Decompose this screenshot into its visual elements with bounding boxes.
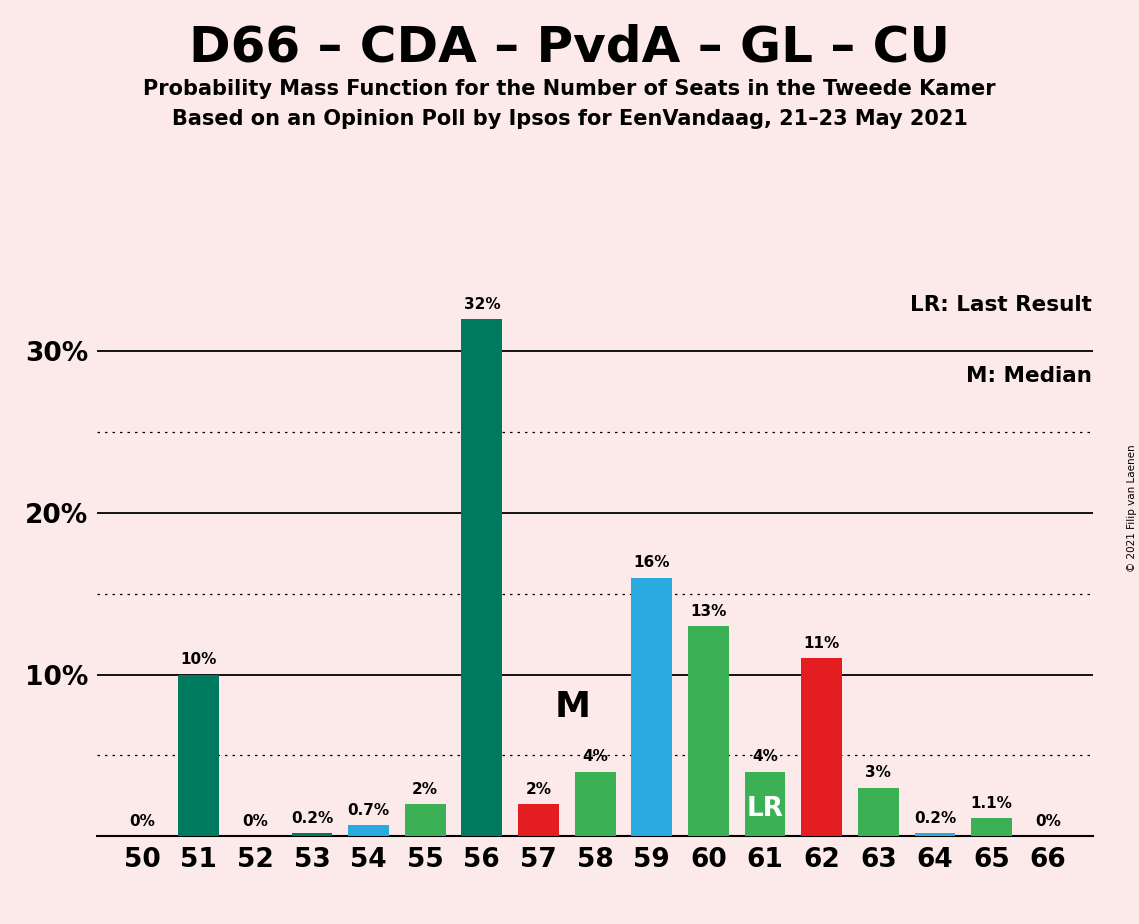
Text: © 2021 Filip van Laenen: © 2021 Filip van Laenen <box>1126 444 1137 572</box>
Bar <box>575 772 615 836</box>
Bar <box>179 675 219 836</box>
Text: 4%: 4% <box>582 749 608 764</box>
Text: 32%: 32% <box>464 297 500 311</box>
Text: 0%: 0% <box>1035 814 1062 829</box>
Bar <box>745 772 786 836</box>
Text: 11%: 11% <box>803 636 839 651</box>
Text: 10%: 10% <box>181 652 216 667</box>
Bar <box>292 833 333 836</box>
Text: D66 – CDA – PvdA – GL – CU: D66 – CDA – PvdA – GL – CU <box>189 23 950 71</box>
Bar <box>801 658 842 836</box>
Text: LR: LR <box>746 796 784 822</box>
Text: 1.1%: 1.1% <box>970 796 1013 811</box>
Bar <box>915 833 956 836</box>
Text: 0.7%: 0.7% <box>347 803 390 818</box>
Bar <box>349 825 390 836</box>
Text: 4%: 4% <box>752 749 778 764</box>
Text: 0%: 0% <box>243 814 269 829</box>
Bar <box>972 819 1011 836</box>
Text: 0.2%: 0.2% <box>290 810 333 826</box>
Text: 0.2%: 0.2% <box>913 810 956 826</box>
Text: Based on an Opinion Poll by Ipsos for EenVandaag, 21–23 May 2021: Based on an Opinion Poll by Ipsos for Ee… <box>172 109 967 129</box>
Text: 2%: 2% <box>525 782 551 796</box>
Text: 0%: 0% <box>129 814 155 829</box>
Text: M: Median: M: Median <box>966 366 1091 386</box>
Text: 16%: 16% <box>633 555 670 570</box>
Text: 3%: 3% <box>866 765 891 781</box>
Text: 2%: 2% <box>412 782 439 796</box>
Bar <box>518 804 559 836</box>
Bar <box>404 804 445 836</box>
Text: LR: Last Result: LR: Last Result <box>910 295 1091 315</box>
Text: M: M <box>555 690 590 723</box>
Bar <box>461 319 502 836</box>
Text: 13%: 13% <box>690 603 727 619</box>
Bar <box>688 626 729 836</box>
Bar <box>631 578 672 836</box>
Text: Probability Mass Function for the Number of Seats in the Tweede Kamer: Probability Mass Function for the Number… <box>144 79 995 99</box>
Bar <box>858 787 899 836</box>
